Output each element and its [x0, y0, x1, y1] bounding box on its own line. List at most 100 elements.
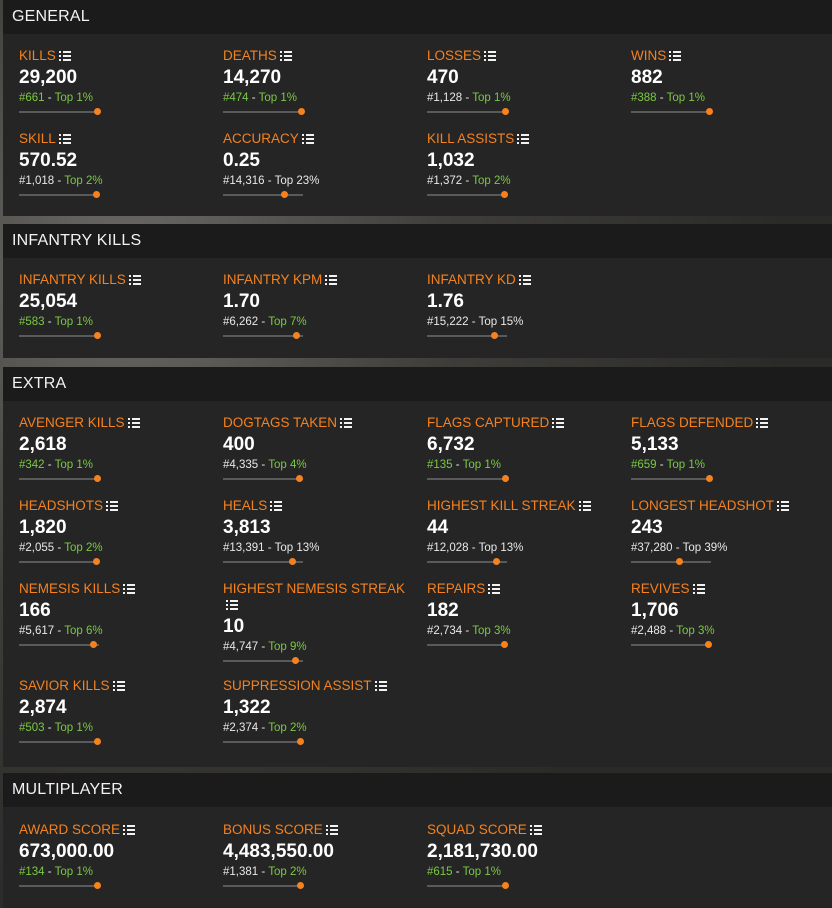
stat-label[interactable]: DOGTAGS TAKEN [223, 415, 423, 431]
stat-infantry-kpm: INFANTRY KPM 1.70 #6,262 - Top 7% [223, 272, 423, 339]
stat-label[interactable]: WINS [631, 48, 831, 64]
stat-label[interactable]: HEADSHOTS [19, 498, 219, 514]
leaderboard-list-icon[interactable] [578, 501, 591, 511]
rank-number: #583 [19, 316, 45, 328]
stat-label[interactable]: FLAGS DEFENDED [631, 415, 831, 431]
percentile-marker [295, 475, 303, 482]
leaderboard-list-icon[interactable] [552, 418, 565, 428]
top-percent: Top 15% [478, 316, 524, 328]
leaderboard-list-icon[interactable] [777, 501, 790, 511]
stat-label[interactable]: LONGEST HEADSHOT [631, 498, 831, 514]
stat-label[interactable]: SAVIOR KILLS [19, 678, 219, 694]
stat-label[interactable]: LOSSES [427, 48, 627, 64]
leaderboard-list-icon[interactable] [529, 825, 542, 835]
leaderboard-list-icon[interactable] [484, 51, 497, 61]
stat-label[interactable]: REPAIRS [427, 581, 627, 597]
stat-label[interactable]: HEALS [223, 498, 423, 514]
stat-label[interactable]: SKILL [19, 131, 219, 147]
section-general: GENERAL KILLS 29,200 #661 - Top 1% DEATHS 14… [3, 0, 832, 216]
stat-label[interactable]: KILLS [19, 48, 219, 64]
stat-avenger-kills: AVENGER KILLS 2,618 #342 - Top 1% [19, 415, 219, 482]
stat-rank: #659 - Top 1% [631, 458, 831, 472]
leaderboard-list-icon[interactable] [340, 418, 353, 428]
leaderboard-list-icon[interactable] [374, 681, 387, 691]
stat-rank: #37,280 - Top 39% [631, 541, 831, 555]
leaderboard-list-icon[interactable] [301, 134, 314, 144]
rank-number: #615 [427, 866, 453, 878]
leaderboard-list-icon[interactable] [518, 275, 531, 285]
rank-number: #13,391 [223, 542, 265, 554]
rank-number: #1,372 [427, 175, 463, 187]
rank-separator: - [44, 722, 55, 734]
stat-headshots: HEADSHOTS 1,820 #2,055 - Top 2% [19, 498, 219, 565]
leaderboard-list-icon[interactable] [123, 584, 136, 594]
stat-label[interactable]: SQUAD SCORE [427, 822, 627, 838]
stat-label[interactable]: INFANTRY KD [427, 272, 627, 288]
stat-rank: #135 - Top 1% [427, 458, 627, 472]
stat-value: 6,732 [427, 434, 475, 455]
leaderboard-list-icon[interactable] [692, 584, 705, 594]
top-percent: Top 1% [258, 92, 297, 104]
rank-separator: - [44, 92, 55, 104]
stat-revives: REVIVES 1,706 #2,488 - Top 3% [631, 581, 831, 648]
leaderboard-list-icon[interactable] [127, 418, 140, 428]
stat-label[interactable]: DEATHS [223, 48, 423, 64]
stat-label[interactable]: REVIVES [631, 581, 831, 597]
percentile-marker [93, 558, 101, 565]
stat-label[interactable]: NEMESIS KILLS [19, 581, 219, 597]
top-percent: Top 1% [472, 92, 511, 104]
rank-number: #5,617 [19, 625, 55, 637]
stat-label-text: FLAGS DEFENDED [631, 415, 754, 430]
stat-label[interactable]: SUPPRESSION ASSIST [223, 678, 423, 694]
stat-label[interactable]: KILL ASSISTS [427, 131, 627, 147]
percentile-marker [502, 475, 510, 482]
stat-label[interactable]: BONUS SCORE [223, 822, 423, 838]
rank-number: #1,018 [19, 175, 55, 187]
stat-value: 1,820 [19, 517, 67, 538]
percentile-bar [427, 332, 507, 339]
percentile-bar [631, 475, 714, 482]
leaderboard-list-icon[interactable] [123, 825, 136, 835]
section-extra: EXTRA AVENGER KILLS 2,618 #342 - Top 1% DOG… [3, 367, 832, 767]
leaderboard-list-icon[interactable] [279, 51, 292, 61]
stat-label-text: REVIVES [631, 581, 690, 596]
leaderboard-list-icon[interactable] [128, 275, 141, 285]
leaderboard-list-icon[interactable] [756, 418, 769, 428]
leaderboard-list-icon[interactable] [270, 501, 283, 511]
stat-label[interactable]: FLAGS CAPTURED [427, 415, 627, 431]
leaderboard-list-icon[interactable] [112, 681, 125, 691]
stat-label-text: WINS [631, 48, 667, 63]
percentile-marker [90, 641, 98, 648]
stat-label[interactable]: HIGHEST KILL STREAK [427, 498, 627, 514]
percentile-marker [501, 191, 509, 198]
top-percent: Top 2% [64, 542, 103, 554]
leaderboard-list-icon[interactable] [488, 584, 501, 594]
stat-kill-assists: KILL ASSISTS 1,032 #1,372 - Top 2% [427, 131, 627, 198]
stat-label-text: INFANTRY KILLS [19, 272, 126, 287]
leaderboard-list-icon[interactable] [325, 825, 338, 835]
stat-label-text: DOGTAGS TAKEN [223, 415, 338, 430]
leaderboard-list-icon[interactable] [58, 134, 71, 144]
percentile-marker [706, 475, 714, 482]
stat-label[interactable]: AWARD SCORE [19, 822, 219, 838]
stat-wins: WINS 882 #388 - Top 1% [631, 48, 831, 115]
stat-label-text: ACCURACY [223, 131, 299, 146]
stat-value: 25,054 [19, 291, 78, 312]
leaderboard-list-icon[interactable] [669, 51, 682, 61]
leaderboard-list-icon[interactable] [106, 501, 119, 511]
leaderboard-list-icon[interactable] [58, 51, 71, 61]
stat-label[interactable]: AVENGER KILLS [19, 415, 219, 431]
stat-label[interactable]: INFANTRY KPM [223, 272, 423, 288]
percentile-marker [297, 738, 305, 745]
rank-number: #135 [427, 459, 453, 471]
stat-label[interactable]: ACCURACY [223, 131, 423, 147]
top-percent: Top 1% [54, 866, 93, 878]
leaderboard-list-icon[interactable] [226, 600, 238, 610]
stat-rank: #6,262 - Top 7% [223, 315, 423, 329]
leaderboard-list-icon[interactable] [517, 134, 530, 144]
stat-label[interactable]: INFANTRY KILLS [19, 272, 219, 288]
rank-number: #14,316 [223, 175, 265, 187]
stat-label[interactable]: HIGHEST NEMESIS STREAK [223, 581, 413, 613]
stat-value: 10 [223, 616, 245, 637]
leaderboard-list-icon[interactable] [325, 275, 338, 285]
